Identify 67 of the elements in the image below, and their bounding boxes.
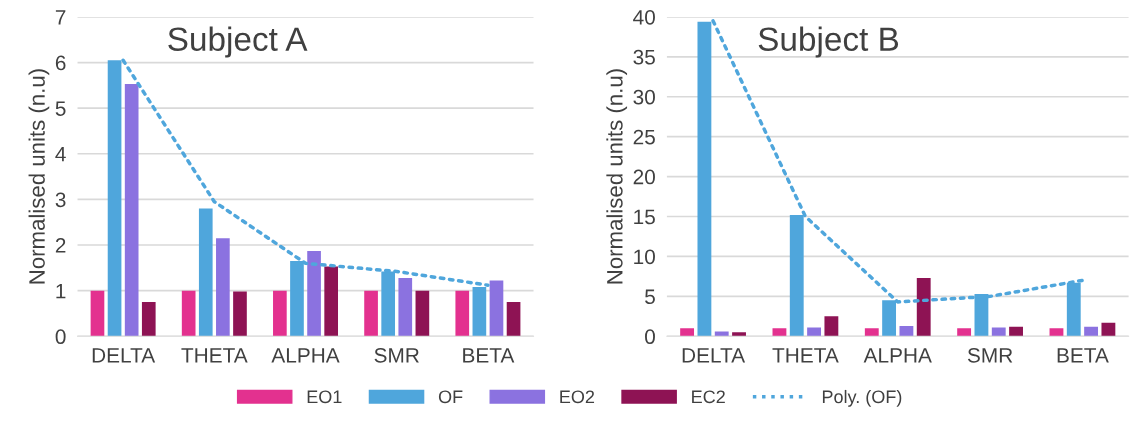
y-tick-label: 3 [55,192,66,208]
bar [1049,328,1064,337]
bar [807,327,821,337]
bar [90,290,105,337]
y-tick-label: 30 [633,89,655,105]
x-tick-label: THETA [772,348,839,363]
chart-title: Subject A [168,26,308,58]
bar [455,290,470,337]
bar [181,290,196,337]
bar [307,250,321,337]
bar [1009,326,1023,337]
y-tick-label: 6 [55,55,66,71]
x-tick-label: DELTA [92,348,156,363]
bar [732,332,746,337]
bar [864,328,879,337]
bar [273,290,287,337]
y-tick-label: 40 [633,9,655,25]
legend-label: EO2 [560,390,595,404]
x-tick-label: DELTA [682,348,746,363]
y-tick-label: 25 [633,129,655,145]
bar [957,328,972,337]
y-tick-label: 2 [55,238,66,253]
x-tick-label: SMR [374,347,419,363]
x-tick-label: ALPHA [271,348,340,363]
y-tick-label: 0 [645,329,655,345]
legend-label: OF [438,390,463,404]
y-tick-label: 0 [55,329,66,345]
bar [899,325,914,337]
y-axis-title: Normalised units (n.u) [28,69,50,284]
y-tick-label: 4 [55,147,66,162]
bar [398,277,413,337]
bar [680,328,695,337]
y-tick-label: 20 [633,169,655,185]
y-tick-label: 10 [634,249,655,265]
bar [916,278,931,337]
bar [415,290,430,337]
legend-label: EO1 [307,390,342,404]
bar [714,331,729,337]
y-tick-label: 1 [56,283,66,299]
legend-label: Poly. (OF) [822,389,902,407]
legend-label: EC2 [692,390,725,404]
bar [506,302,521,337]
y-tick-label: 5 [645,289,655,305]
y-tick-label: 7 [55,10,66,25]
bar [233,291,247,337]
bar [772,328,787,337]
x-tick-label: BETA [1057,348,1109,363]
chart-title: Subject B [758,26,899,58]
y-tick-label: 5 [55,101,66,116]
x-tick-label: THETA [181,348,248,363]
bar [324,266,339,337]
bar [824,316,839,337]
bar [364,290,378,337]
bar [1101,322,1116,337]
bar [991,327,1006,337]
y-axis-title: Normalised units (n.u) [606,69,628,284]
bar [198,208,213,337]
bar [1084,326,1099,337]
x-tick-label: SMR [967,347,1013,363]
x-tick-label: BETA [463,348,515,363]
bar [141,302,156,337]
bar [216,238,230,337]
bar [489,280,504,337]
y-tick-label: 35 [633,49,655,65]
x-tick-label: ALPHA [863,348,932,363]
bar [124,83,139,337]
y-tick-label: 15 [634,209,655,225]
